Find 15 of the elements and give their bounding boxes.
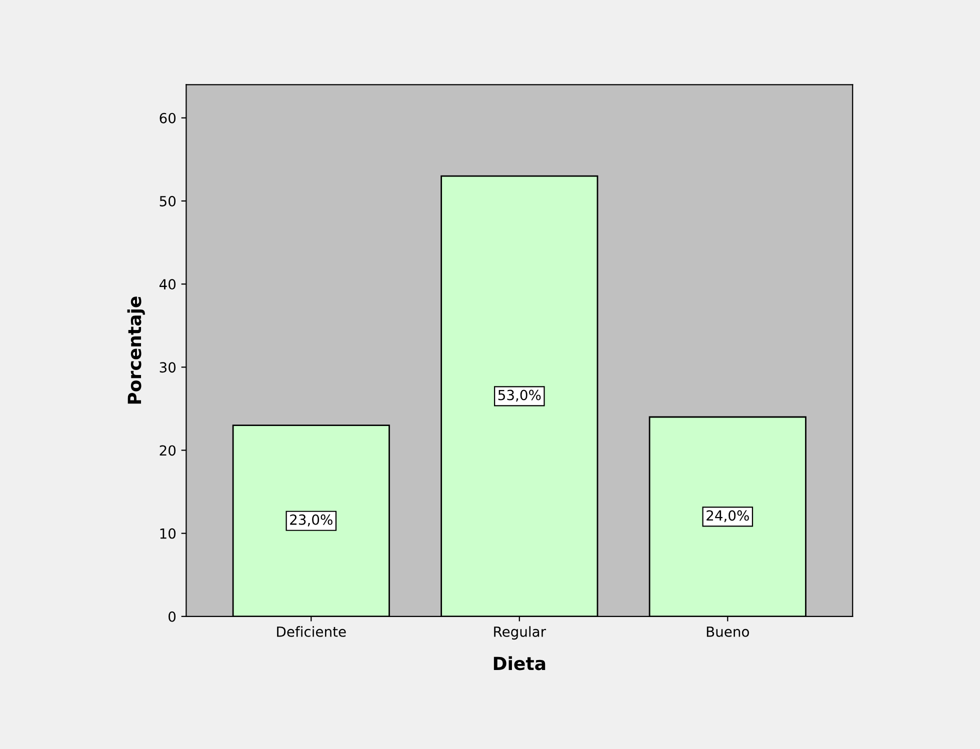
y-tick-label: 60 xyxy=(160,112,176,124)
y-tick-label: 40 xyxy=(159,279,176,290)
x-tick-label: Bueno xyxy=(706,626,749,637)
y-tick-label: 50 xyxy=(160,196,176,206)
data-label: 24,0% xyxy=(706,510,749,522)
y-axis-title: Porcentaje xyxy=(127,296,145,404)
y-tick-label: 30 xyxy=(160,362,176,373)
data-label: 23,0% xyxy=(290,514,332,526)
y-tick-label: 0 xyxy=(168,611,176,622)
x-tick-label: Regular xyxy=(494,626,546,640)
y-tick-label: 10 xyxy=(160,528,176,539)
data-label: 53,0% xyxy=(498,390,541,402)
y-tick-label: 20 xyxy=(160,445,176,456)
x-tick-label: Deficiente xyxy=(277,626,346,637)
x-axis-title: Dieta xyxy=(494,656,546,670)
